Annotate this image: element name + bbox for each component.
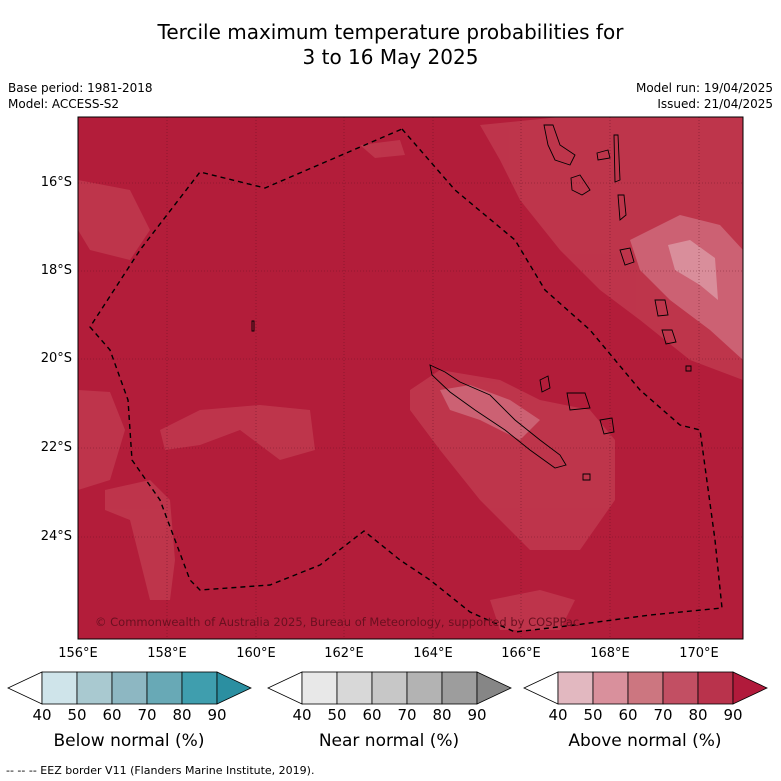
cb2-tick: 60 xyxy=(362,706,382,724)
model-name: Model: ACCESS-S2 xyxy=(8,97,120,111)
probability-shading-peak xyxy=(668,240,718,300)
colorbar-above-normal xyxy=(523,671,768,705)
probability-shading-high xyxy=(440,215,743,440)
new-caledonia-coast xyxy=(429,364,567,469)
eez-border xyxy=(89,128,723,633)
issued-date: Issued: 21/04/2025 xyxy=(657,97,773,111)
cb1-tick: 90 xyxy=(207,706,227,724)
lon-label-162e: 162°E xyxy=(324,646,364,661)
cb1-tick: 40 xyxy=(32,706,52,724)
colorbar-near-normal xyxy=(267,671,512,705)
lat-label-20s: 20°S xyxy=(40,351,72,366)
lon-label-160e: 160°E xyxy=(236,646,276,661)
cb3-tick: 50 xyxy=(583,706,603,724)
cb2-tick: 90 xyxy=(467,706,487,724)
cb1-tick: 70 xyxy=(137,706,157,724)
cb3-tick: 60 xyxy=(618,706,638,724)
colorbar-label-below: Below normal (%) xyxy=(53,731,205,751)
lat-label-24s: 24°S xyxy=(40,529,72,544)
colorbar-below-normal xyxy=(7,671,252,705)
lon-label-170e: 170°E xyxy=(679,646,719,661)
probability-shading xyxy=(78,117,743,630)
cb1-tick: 50 xyxy=(67,706,87,724)
cb1-tick: 80 xyxy=(172,706,192,724)
base-period: Base period: 1981-2018 xyxy=(8,81,153,95)
colorbar-label-near: Near normal (%) xyxy=(318,731,460,751)
meta-left: Base period: 1981-2018 Model: ACCESS-S2 xyxy=(8,80,153,112)
model-run: Model run: 19/04/2025 xyxy=(635,81,773,95)
cb3-tick: 90 xyxy=(723,706,743,724)
cb1-tick: 60 xyxy=(102,706,122,724)
copyright-text: © Commonwealth of Australia 2025, Bureau… xyxy=(95,615,580,629)
cb3-tick: 80 xyxy=(688,706,708,724)
lon-label-166e: 166°E xyxy=(501,646,541,661)
lon-label-156e: 156°E xyxy=(58,646,98,661)
cb2-tick: 80 xyxy=(432,706,452,724)
meta-right: Model run: 19/04/2025 Issued: 21/04/2025 xyxy=(636,80,773,112)
lat-label-18s: 18°S xyxy=(40,263,72,278)
graticule xyxy=(78,117,743,639)
cb3-tick: 70 xyxy=(653,706,673,724)
lon-label-164e: 164°E xyxy=(413,646,453,661)
map-title-line1: Tercile maximum temperature probabilitie… xyxy=(157,20,624,44)
lon-label-158e: 158°E xyxy=(147,646,187,661)
colorbar-label-above: Above normal (%) xyxy=(568,731,722,751)
cb2-tick: 40 xyxy=(292,706,312,724)
lon-label-168e: 168°E xyxy=(590,646,630,661)
map-frame xyxy=(77,116,744,640)
lat-label-16s: 16°S xyxy=(40,175,72,190)
eez-legend-note: -- -- -- EEZ border V11 (Flanders Marine… xyxy=(6,764,315,777)
lat-label-22s: 22°S xyxy=(40,440,72,455)
cb3-tick: 40 xyxy=(548,706,568,724)
cb2-tick: 70 xyxy=(397,706,417,724)
coastlines xyxy=(251,124,692,481)
map-title-line2: 3 to 16 May 2025 xyxy=(302,45,479,69)
cb2-tick: 50 xyxy=(327,706,347,724)
